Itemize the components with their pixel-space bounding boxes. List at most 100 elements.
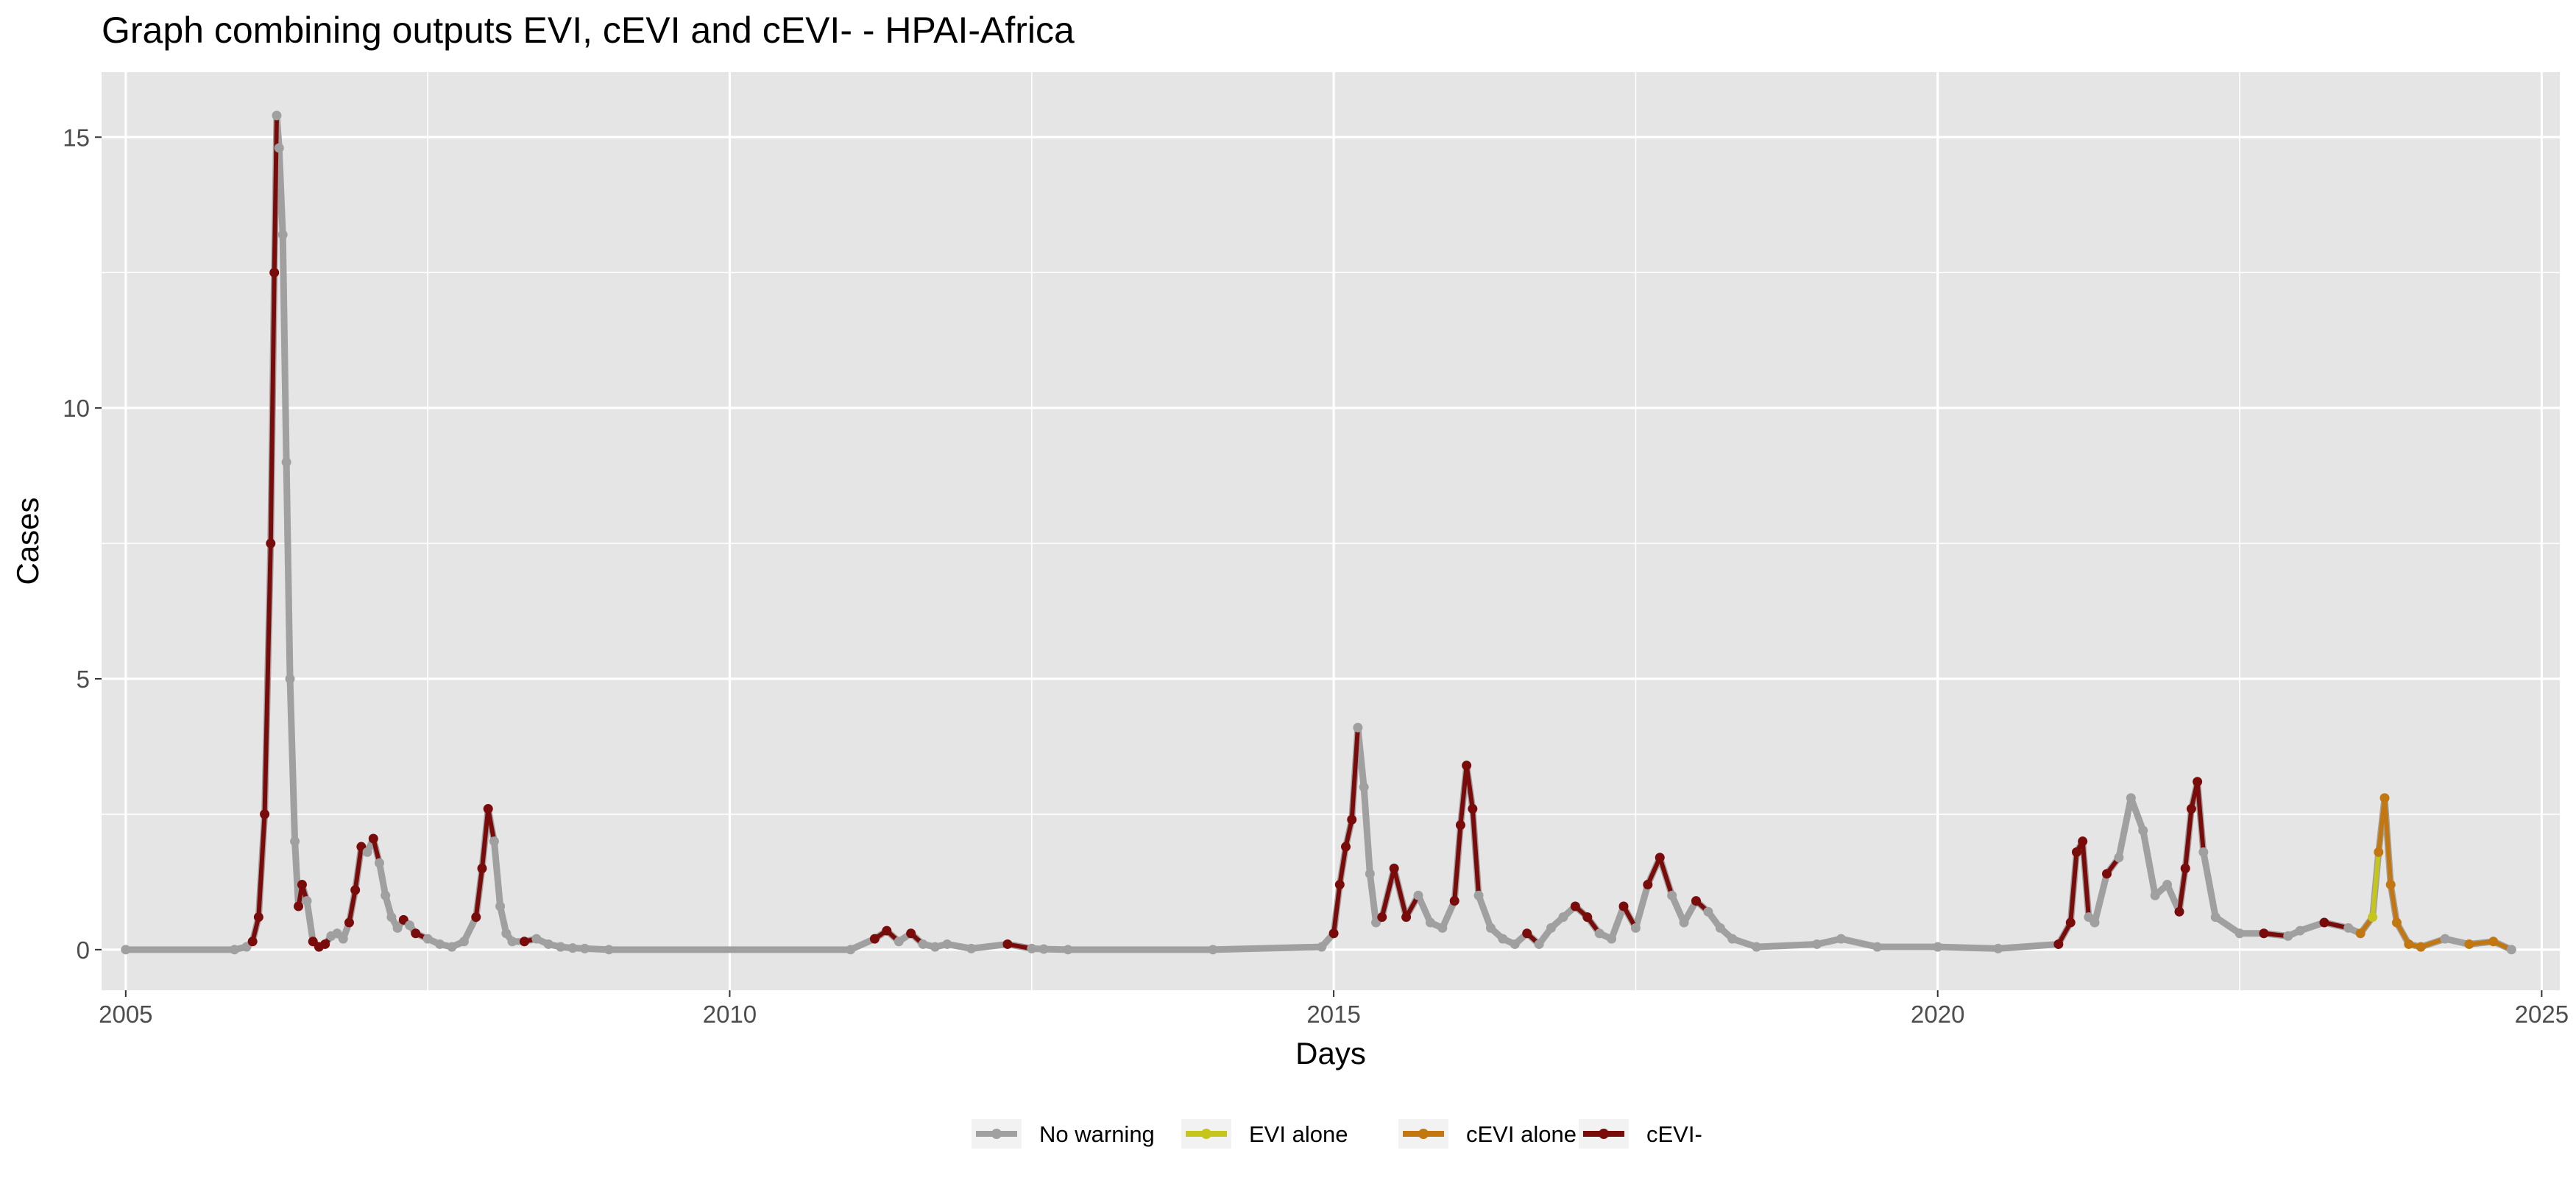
- x-axis: 2005 2010 2015 2020 2025: [99, 990, 2569, 1028]
- legend-label: cEVI-: [1646, 1121, 1702, 1147]
- x-tick-label: 2010: [703, 1001, 757, 1028]
- legend-key-point: [1599, 1129, 1609, 1139]
- data-point: [1437, 923, 1448, 933]
- warning-segment: [2080, 839, 2091, 920]
- data-point: [1449, 896, 1459, 906]
- data-point: [297, 880, 307, 890]
- data-point: [2210, 912, 2221, 923]
- warning-segment: [2382, 795, 2393, 887]
- data-point: [2319, 917, 2329, 928]
- data-point: [266, 538, 276, 549]
- warning-segment: [1458, 763, 1469, 828]
- data-point: [1582, 912, 1593, 923]
- warning-segment: [486, 806, 497, 844]
- data-point: [501, 928, 512, 939]
- warning-segment: [1392, 866, 1409, 920]
- warning-segment: [1470, 806, 1482, 898]
- warning-segment: [272, 113, 279, 275]
- data-point: [543, 939, 553, 949]
- data-point: [1317, 942, 1327, 952]
- legend: No warning EVI alone cEVI alone cEVI-: [972, 1119, 1702, 1149]
- data-point: [1498, 934, 1508, 944]
- data-point: [1679, 917, 1689, 928]
- data-point: [290, 836, 300, 847]
- data-point: [253, 912, 263, 923]
- data-point: [2180, 863, 2190, 873]
- data-point: [2355, 928, 2366, 939]
- data-point: [1752, 942, 1762, 952]
- data-point: [2114, 853, 2124, 863]
- data-point: [368, 833, 378, 844]
- data-point: [1570, 901, 1580, 911]
- data-point: [1468, 804, 1478, 814]
- data-point: [2090, 917, 2100, 928]
- data-point: [1389, 863, 1399, 873]
- data-point: [1347, 814, 1357, 825]
- data-point: [1328, 928, 1339, 939]
- data-point: [294, 901, 304, 911]
- data-point: [285, 674, 295, 684]
- data-point: [2416, 942, 2426, 952]
- warning-segment: [1379, 866, 1397, 920]
- warning-segment: [1349, 725, 1360, 822]
- data-point: [1455, 820, 1465, 830]
- data-point: [1727, 934, 1738, 944]
- y-axis: 0 5 10 15: [63, 124, 102, 964]
- data-point: [869, 934, 880, 944]
- warning-segment: [480, 806, 491, 871]
- x-axis-title: Days: [1295, 1036, 1366, 1071]
- data-point: [381, 890, 391, 900]
- data-point: [2259, 928, 2269, 939]
- plot-panel: [102, 72, 2560, 990]
- data-point: [966, 943, 977, 953]
- legend-key-point: [991, 1129, 1002, 1139]
- data-point: [580, 943, 590, 953]
- data-point: [942, 939, 952, 949]
- data-point: [269, 267, 280, 278]
- data-point: [471, 912, 481, 923]
- legend-label: cEVI alone: [1466, 1121, 1577, 1147]
- data-point: [2283, 931, 2293, 941]
- data-point: [882, 925, 892, 936]
- data-point: [272, 110, 282, 121]
- warning-segment: [256, 811, 267, 920]
- data-point: [2464, 939, 2474, 949]
- data-point: [411, 928, 421, 939]
- data-point: [1027, 943, 1037, 953]
- data-point: [2404, 939, 2414, 949]
- legend-key-point: [1201, 1129, 1211, 1139]
- x-tick-label: 2020: [1911, 1001, 1964, 1028]
- data-point: [2162, 880, 2173, 890]
- warning-segment: [473, 866, 485, 920]
- data-point: [483, 804, 493, 814]
- data-point: [906, 928, 916, 939]
- data-point: [1038, 944, 1049, 954]
- y-tick-label: 5: [77, 666, 90, 693]
- warning-segment: [347, 887, 358, 925]
- data-point: [392, 923, 403, 933]
- data-point: [477, 863, 487, 873]
- data-point: [1691, 896, 1701, 906]
- data-point: [2295, 925, 2305, 936]
- data-point: [1485, 923, 1496, 933]
- y-axis-title: Cases: [10, 497, 45, 585]
- data-point: [1993, 943, 2003, 953]
- legend-label: EVI alone: [1249, 1121, 1348, 1147]
- data-point: [247, 937, 258, 947]
- data-point: [489, 836, 499, 847]
- warning-segment: [1331, 882, 1342, 936]
- data-point: [1812, 939, 1822, 949]
- warning-segment: [2370, 850, 2381, 920]
- data-point: [405, 920, 415, 931]
- data-point: [2488, 937, 2499, 947]
- data-point: [2102, 869, 2112, 879]
- data-point: [1462, 761, 1472, 771]
- data-point: [344, 917, 354, 928]
- data-point: [2193, 777, 2203, 787]
- warning-segment: [268, 270, 277, 546]
- data-point: [350, 885, 361, 895]
- data-point: [1353, 722, 1363, 733]
- y-tick-label: 10: [63, 395, 90, 422]
- data-point: [260, 809, 270, 819]
- data-point: [2379, 793, 2390, 803]
